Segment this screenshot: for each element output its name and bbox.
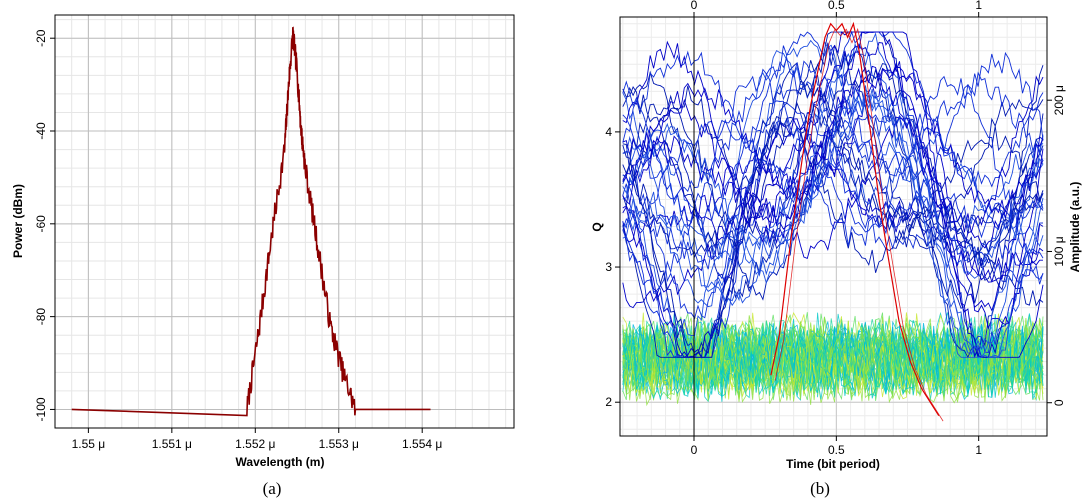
- spectrum-x-tick-label: 1.55 μ: [72, 437, 106, 451]
- eye-x-tick-top-label: 1: [975, 0, 982, 12]
- eye-trace-high: [622, 116, 1044, 358]
- eye-trace-high: [622, 61, 1044, 358]
- caption-b: (b): [810, 479, 830, 498]
- spectrum-grid: [54, 15, 514, 429]
- spectrum-y-tick-label: -20: [34, 29, 48, 47]
- spectrum-x-ticks: 1.55 μ 1.551 μ 1.552 μ 1.553 μ 1.554 μ: [72, 428, 442, 451]
- eye-q-label: Q: [590, 222, 604, 231]
- eye-x-label: Time (bit period): [786, 457, 880, 471]
- eye-trace-high: [622, 91, 1044, 279]
- eye-amplitude-tick-label: 0: [1052, 399, 1066, 406]
- eye-trace-high: [622, 88, 1044, 358]
- eye-trace-high: [622, 87, 1044, 358]
- spectrum-y-tick-label: -100: [34, 397, 48, 421]
- spectrum-x-tick-label: 1.552 μ: [235, 437, 275, 451]
- eye-q-ticks: 2 3 4: [605, 125, 620, 409]
- spectrum-y-tick-label: -80: [34, 308, 48, 326]
- eye-traces: [622, 30, 1044, 407]
- eye-frame: [619, 16, 1048, 437]
- eye-trace-high: [622, 31, 1044, 359]
- eye-amplitude-tick-label: 100 μ: [1052, 236, 1066, 266]
- eye-trace-low: [622, 323, 1044, 384]
- caption-a: (a): [263, 479, 282, 498]
- eye-x-tick-top-label: 0: [691, 0, 698, 12]
- spectrum-plot-area: [55, 15, 514, 428]
- eye-trace-high: [622, 31, 1044, 233]
- eye-x-ticks-top: 0 0.5 1: [691, 0, 982, 17]
- eye-trace-low: [622, 335, 1044, 396]
- eye-trace-high: [622, 67, 1044, 249]
- eye-trace-high: [622, 49, 1044, 336]
- spectrum-y-ticks: -20 -40 -60 -80 -100: [34, 29, 55, 421]
- eye-trace-high: [622, 31, 1044, 233]
- eye-amplitude-tick-label: 200 μ: [1052, 85, 1066, 115]
- spectrum-x-tick-label: 1.554 μ: [402, 437, 442, 451]
- eye-trace-high: [622, 107, 1044, 353]
- eye-trace-high: [622, 42, 1044, 256]
- eye-x-tick-label: 0.5: [828, 443, 845, 457]
- eye-trace-high: [622, 68, 1044, 293]
- spectrum-x-tick-label: 1.553 μ: [319, 437, 359, 451]
- spectrum-y-tick-label: -40: [34, 122, 48, 140]
- eye-trace-high: [622, 62, 1044, 330]
- eye-q-tick-label: 4: [605, 125, 612, 139]
- eye-trace-high: [622, 39, 1044, 308]
- eye-trace-high: [622, 31, 1044, 358]
- eye-q-tick-label: 2: [605, 395, 612, 409]
- eye-trace-high: [622, 51, 1044, 309]
- eye-trace-high: [622, 82, 1044, 358]
- eye-q-tick-label: 3: [605, 260, 612, 274]
- eye-trace-high: [622, 102, 1044, 258]
- q-factor-curve: [770, 21, 944, 422]
- eye-trace-high: [622, 56, 1044, 200]
- q-curve-line: [774, 27, 944, 422]
- spectrum-x-tick-label: 1.551 μ: [152, 437, 192, 451]
- spectrum-frame: [54, 14, 515, 429]
- eye-trace-high: [622, 113, 1044, 230]
- eye-x-ticks: 0 0.5 1: [691, 436, 982, 457]
- spectrum-trace: [71, 26, 431, 417]
- eye-amplitude-ticks: 0 100 μ 200 μ: [1047, 85, 1066, 406]
- q-curve-line: [770, 21, 940, 417]
- spectrum-y-label: Power (dBm): [11, 184, 25, 258]
- spectrum-panel: 1.55 μ 1.551 μ 1.552 μ 1.553 μ 1.554 μ -20 -4…: [11, 14, 515, 498]
- eye-trace-high: [622, 70, 1044, 320]
- eye-x-tick-top-label: 0.5: [828, 0, 845, 12]
- eye-x-tick-label: 0: [691, 443, 698, 457]
- spectrum-y-tick-label: -60: [34, 215, 48, 233]
- spectrum-x-label: Wavelength (m): [236, 455, 325, 469]
- eye-amplitude-label: Amplitude (a.u.): [1068, 182, 1082, 273]
- spectrum-line: [71, 26, 431, 417]
- eye-trace-high: [622, 115, 1044, 358]
- eye-x-tick-label: 1: [975, 443, 982, 457]
